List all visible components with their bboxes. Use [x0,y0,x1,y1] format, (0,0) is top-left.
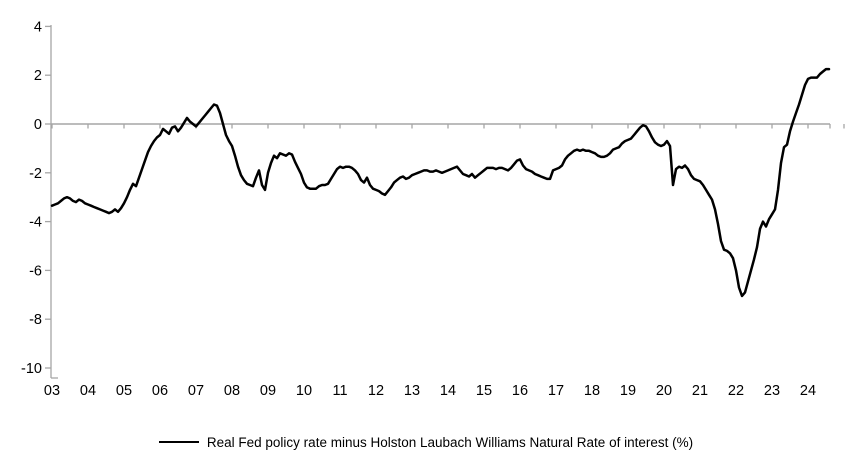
x-axis-tick-label: 13 [404,383,420,399]
x-axis-tick-label: 07 [188,383,204,399]
x-axis-tick-label: 14 [440,383,456,399]
x-axis-tick-label: 09 [260,383,276,399]
y-axis-tick-label: -8 [29,312,42,328]
x-axis-tick-label: 19 [620,383,636,399]
x-axis-tick-label: 24 [800,383,816,399]
x-axis-tick-label: 16 [512,383,528,399]
x-axis-tick-label: 12 [368,383,384,399]
y-axis-tick-label: -2 [29,166,42,182]
legend-label: Real Fed policy rate minus Holston Lauba… [206,434,694,450]
x-axis-tick-label: 08 [224,383,240,399]
legend-line-marker [158,441,199,443]
x-axis-tick-label: 21 [692,383,708,399]
x-axis-tick-label: 17 [548,383,564,399]
x-axis-tick-label: 15 [476,383,492,399]
x-axis-tick-label: 18 [584,383,600,399]
x-axis-tick-label: 23 [764,383,780,399]
x-axis-tick-label: 22 [728,383,744,399]
y-axis-tick-label: -6 [29,263,42,279]
x-axis-tick-label: 11 [332,383,347,399]
y-axis-tick-label: -4 [29,215,42,231]
x-axis-tick-label: 03 [44,383,60,399]
y-axis-tick-label: 4 [34,19,42,35]
x-axis-tick-label: 05 [116,383,132,399]
data-line [50,67,831,298]
x-axis-tick-label: 06 [152,383,168,399]
y-axis-tick-label: -10 [21,361,42,377]
x-axis-tick-label: 04 [80,383,96,399]
x-axis-tick-label: 20 [656,383,672,399]
x-axis-tick-label: 10 [296,383,312,399]
y-axis-tick-label: 0 [34,117,42,133]
legend: Real Fed policy rate minus Holston Lauba… [0,430,852,454]
y-axis-tick-label: 2 [34,68,42,84]
